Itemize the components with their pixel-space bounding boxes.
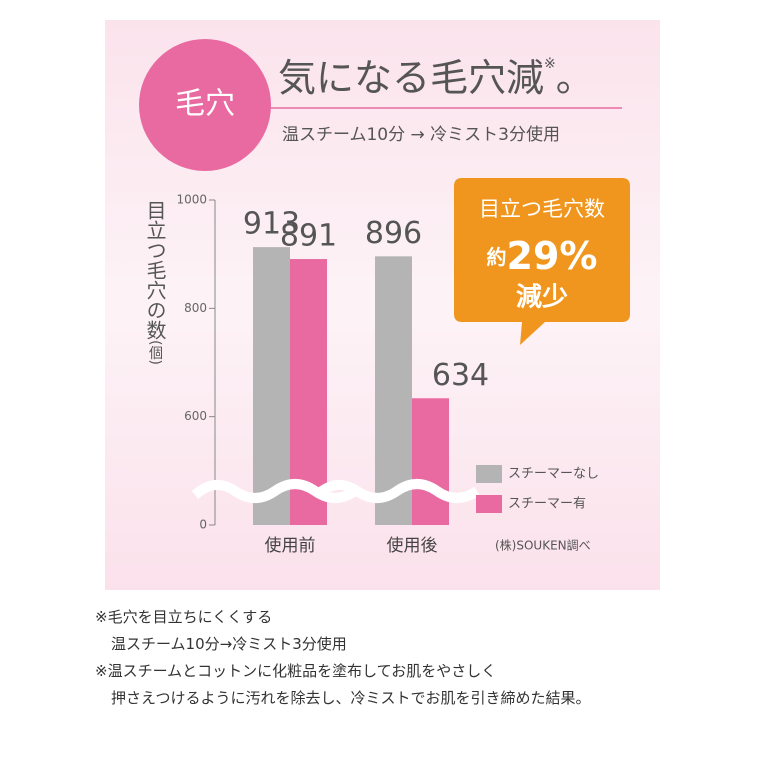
callout: 目立つ毛穴数 約29% 減少 (454, 178, 630, 345)
source: (株)SOUKEN調べ (495, 538, 591, 553)
y-tick-label: 0 (199, 518, 207, 532)
value-label: 891 (280, 219, 337, 254)
bar (375, 256, 412, 525)
note-line: ※毛穴を目立ちにくくする (95, 608, 273, 626)
notes: ※毛穴を目立ちにくくする温スチーム10分→冷ミスト3分使用 ※温スチームとコットン… (95, 604, 591, 712)
bar (412, 398, 449, 525)
callout-box (454, 178, 630, 345)
callout-line3: 減少 (516, 283, 568, 313)
title-end: 。 (556, 56, 594, 100)
note-line: ※温スチームとコットンに化粧品を塗布してお肌をやさしく (95, 662, 497, 680)
title-mark: ※ (544, 56, 556, 72)
title: 気になる毛穴減※。 (278, 56, 594, 100)
value-label: 634 (432, 358, 489, 393)
callout-line2: 約29% (487, 234, 598, 278)
value-label: 913 (243, 207, 300, 242)
y-tick-label: 1000 (176, 193, 207, 207)
x-tick-label: 使用後 (387, 535, 438, 556)
callout-line1: 目立つ毛穴数 (479, 197, 605, 221)
title-main: 気になる毛穴減 (278, 56, 544, 100)
subtitle: 温スチーム10分 → 冷ミスト3分使用 (282, 124, 560, 145)
y-label-text: 目立つ毛穴の数 (143, 200, 167, 340)
axis-break (191, 479, 358, 503)
value-label: 896 (365, 216, 422, 251)
axis-break (313, 479, 480, 503)
note-line: 押さえつけるように汚れを除去し、冷ミストでお肌を引き締めた結果。 (111, 689, 591, 707)
callout-value: 29% (507, 234, 598, 278)
y-axis-label: 目立つ毛穴の数(個) (143, 200, 167, 365)
callout-prefix: 約 (487, 245, 507, 269)
x-tick-label: 使用前 (265, 535, 316, 556)
y-unit: (個) (147, 340, 163, 365)
note-line: 温スチーム10分→冷ミスト3分使用 (111, 635, 347, 653)
legend-swatch (476, 465, 502, 483)
legend-label: スチーマーなし (508, 467, 599, 482)
y-tick-label: 800 (184, 301, 207, 315)
badge-text: 毛穴 (175, 87, 235, 122)
bar (253, 247, 290, 525)
y-tick-label: 600 (184, 409, 207, 423)
legend-swatch (476, 495, 502, 513)
badge-circle (139, 39, 271, 171)
legend-label: スチーマー有 (508, 497, 586, 512)
